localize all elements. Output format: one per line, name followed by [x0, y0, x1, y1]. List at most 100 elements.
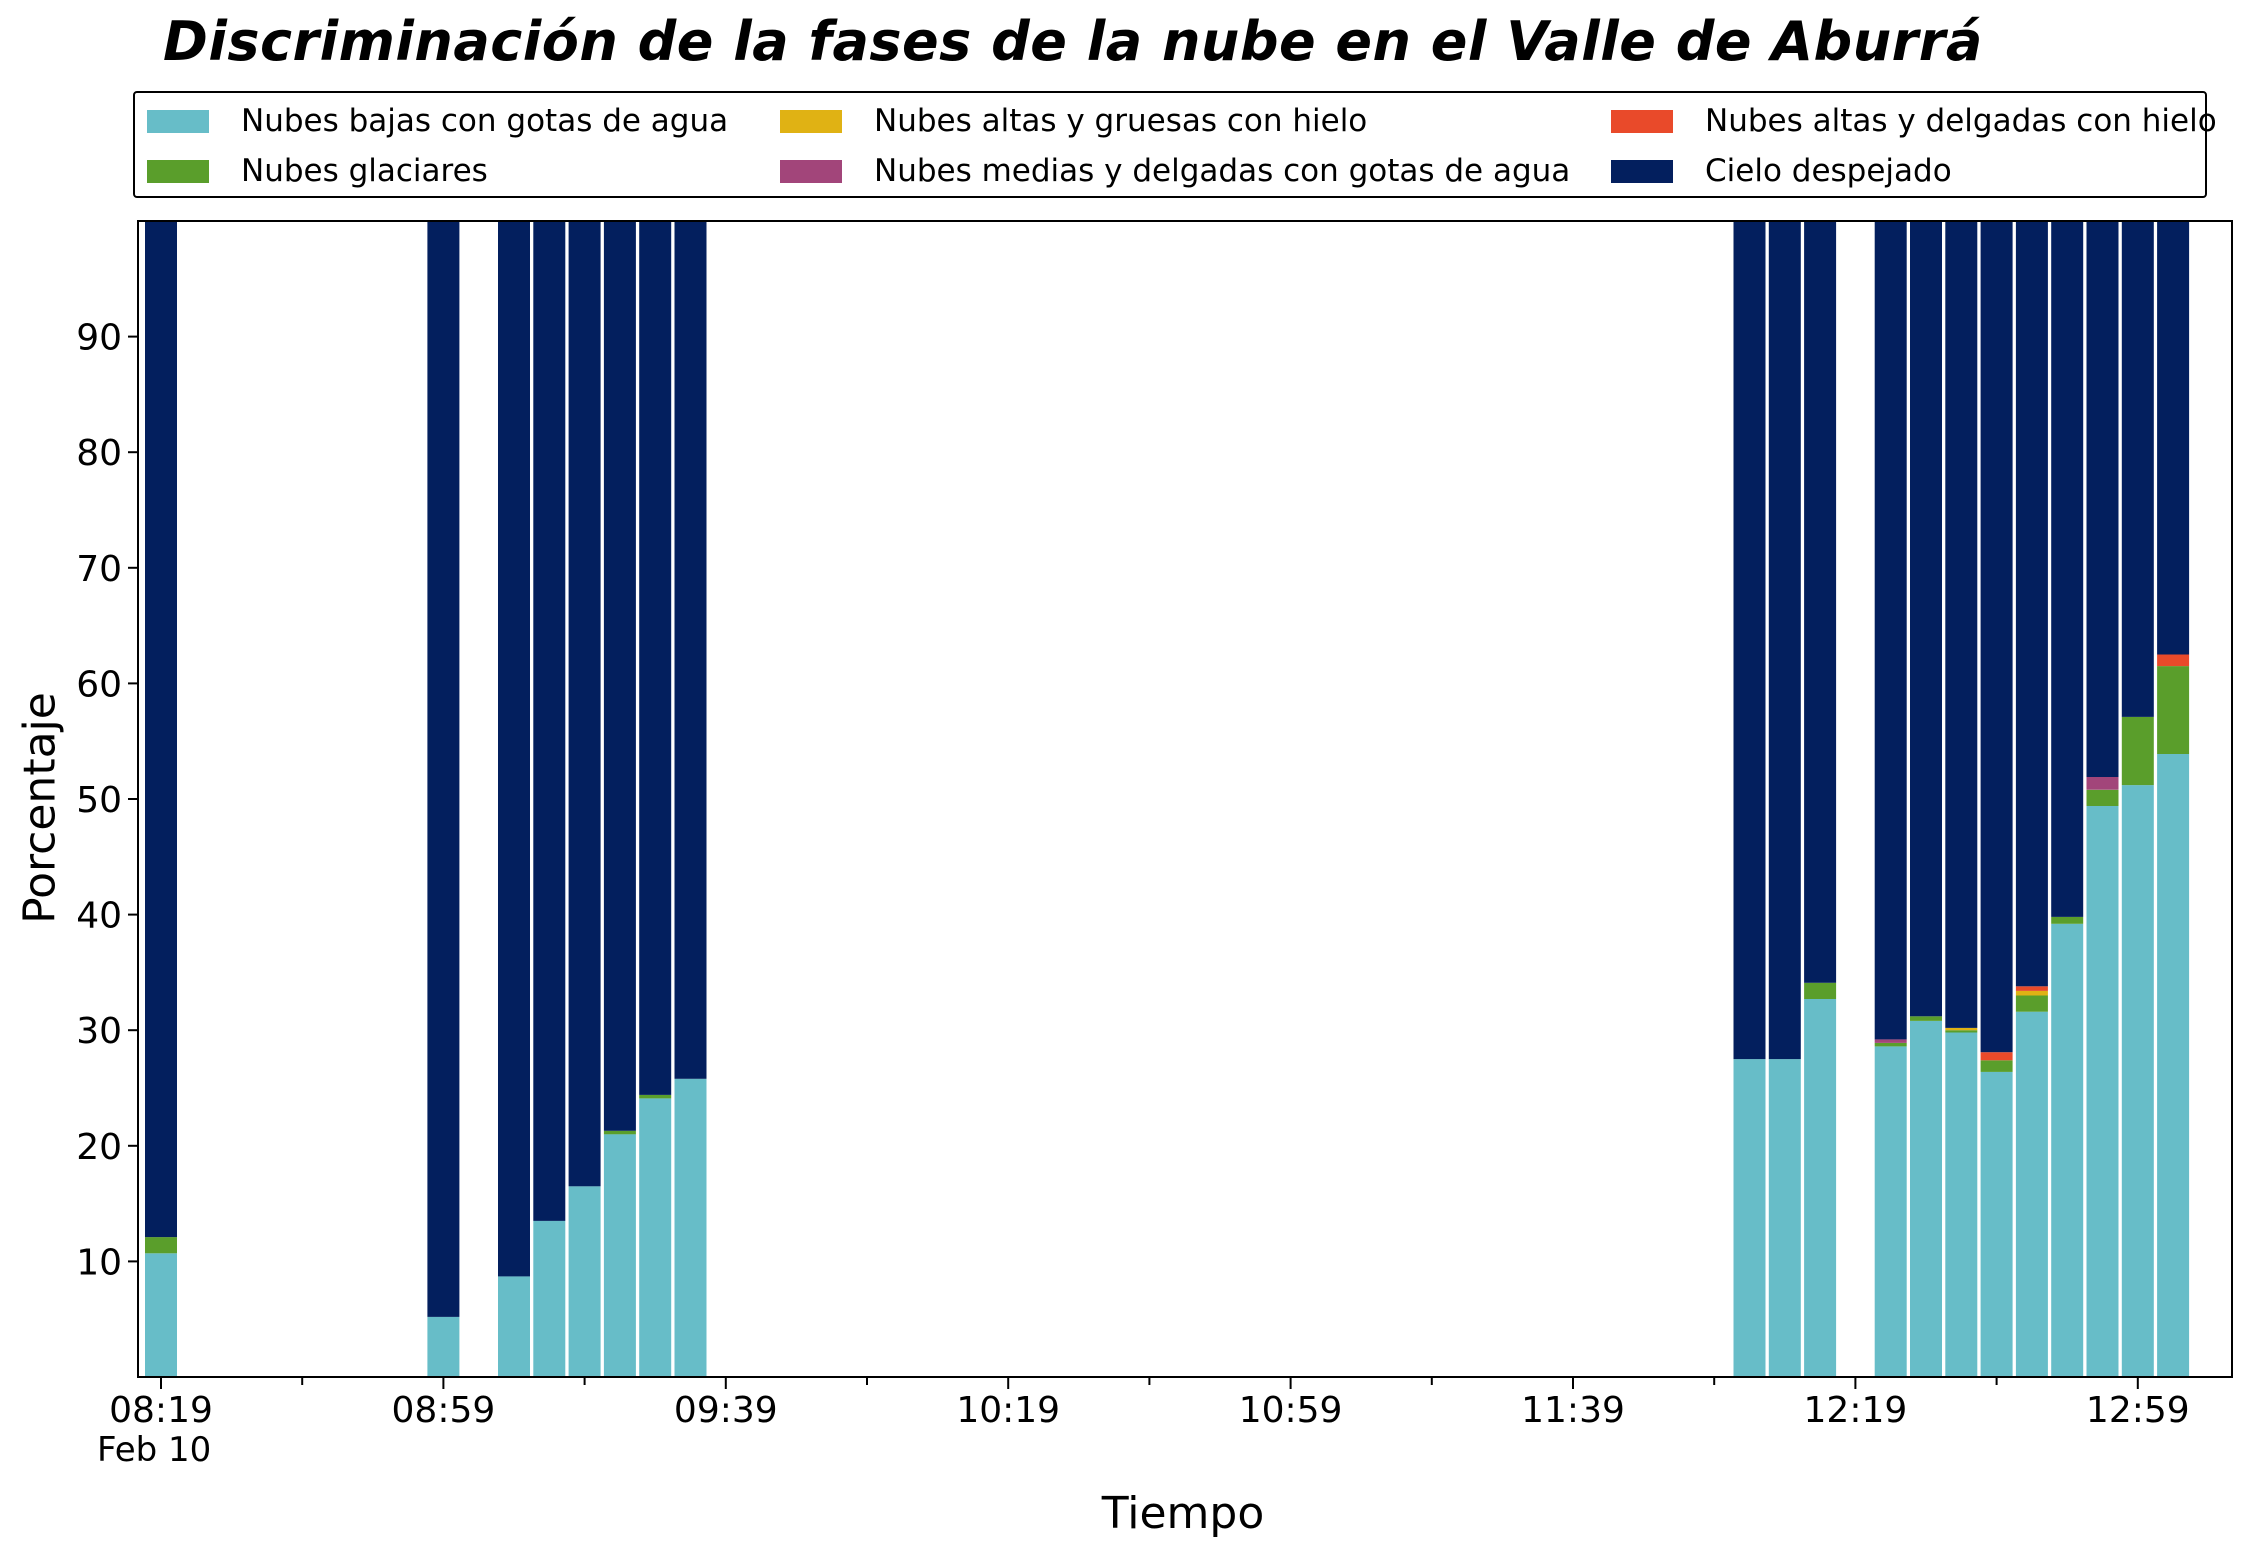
bar-segment	[427, 1316, 460, 1377]
bar-segment	[1874, 1046, 1907, 1377]
legend-item: Nubes glaciares	[147, 151, 488, 191]
x-tick-label: 08:59	[392, 1390, 496, 1431]
bar-segment	[1733, 1059, 1766, 1377]
legend-swatch	[147, 159, 209, 183]
bar-segment	[674, 221, 707, 1079]
bar-segment	[1804, 999, 1837, 1377]
y-axis-label: Porcentaje	[14, 692, 66, 924]
chart-title: Discriminación de la fases de la nube en…	[163, 10, 1983, 73]
legend-label: Nubes altas y delgadas con hielo	[1705, 103, 2217, 139]
bar-segment	[2086, 777, 2119, 790]
bar-segment	[1945, 221, 1978, 1028]
legend-item: Nubes bajas con gotas de agua	[147, 101, 728, 141]
legend-label: Nubes bajas con gotas de agua	[241, 103, 729, 139]
legend-item: Nubes medias y delgadas con gotas de agu…	[780, 151, 1570, 191]
bar-segment	[2015, 221, 2048, 987]
bar-segment	[2015, 990, 2048, 996]
legend: Nubes bajas con gotas de agua Nubes glac…	[133, 91, 2217, 198]
x-tick-label: 12:59	[2086, 1390, 2190, 1431]
legend-item: Nubes altas y gruesas con hielo	[780, 101, 1367, 141]
bar-segment	[2051, 923, 2084, 1377]
bar-segment	[2086, 221, 2119, 777]
bar-segment	[639, 221, 672, 1095]
bar-segment	[1874, 1039, 1907, 1043]
y-tick-label: 40	[76, 896, 122, 937]
y-tick-label: 90	[76, 318, 122, 359]
bar-segment	[2121, 716, 2154, 786]
bar-segment	[568, 221, 601, 1187]
legend-label: Nubes altas y gruesas con hielo	[874, 103, 1368, 139]
legend-item: Cielo despejado	[1611, 151, 1952, 191]
bar-segment	[1874, 221, 1907, 1040]
bar-segment	[1945, 1030, 1978, 1033]
bar-segment	[603, 1130, 636, 1135]
bar-segment	[1910, 1021, 1942, 1377]
legend-swatch	[780, 159, 842, 183]
legend-label: Nubes medias y delgadas con gotas de agu…	[874, 153, 1571, 189]
legend-swatch	[147, 109, 209, 133]
axes-layer: 10 20 30 40 50 60 70 80 90 08:19 08:59 09:39 10:19 10…	[76, 220, 2233, 1431]
bar-segment	[603, 1134, 636, 1377]
bar-segment	[2086, 789, 2119, 806]
bar-segment	[1980, 1071, 2013, 1377]
bar-segment	[2157, 666, 2190, 754]
bar-segment	[1874, 1042, 1907, 1047]
bar-segment	[1980, 1060, 2013, 1072]
y-tick-label: 20	[76, 1127, 122, 1168]
bar-segment	[1768, 1059, 1801, 1377]
bar-segment	[2086, 805, 2119, 1377]
bar-segment	[1910, 221, 1942, 1017]
bar-segment	[2051, 221, 2084, 917]
bar-segment	[145, 1253, 177, 1377]
y-tick-label: 50	[76, 780, 122, 821]
y-tick-label: 60	[76, 664, 122, 705]
legend-swatch	[1611, 109, 1673, 133]
y-tick-label: 80	[76, 433, 122, 474]
bar-segment	[2157, 221, 2190, 655]
legend-label: Nubes glaciares	[241, 153, 488, 189]
x-tick-label: 10:19	[956, 1390, 1060, 1431]
bar-segment	[674, 1078, 707, 1377]
bar-segment	[2015, 986, 2048, 991]
bar-segment	[533, 221, 566, 1221]
bar-segment	[2157, 654, 2190, 667]
legend-swatch	[780, 109, 842, 133]
y-tick-label: 10	[76, 1242, 122, 1283]
y-tick-label: 70	[76, 549, 122, 590]
x-tick-label: 08:19	[109, 1390, 213, 1431]
bars-layer	[145, 221, 2190, 1377]
bar-segment	[603, 221, 636, 1131]
x-tick-label: 12:19	[1804, 1390, 1908, 1431]
bar-segment	[1980, 221, 2013, 1053]
bar-segment	[2015, 995, 2048, 1012]
bar-segment	[145, 1237, 177, 1254]
bar-segment	[2051, 916, 2084, 924]
bar-segment	[1733, 221, 1766, 1060]
x-tick-label: 09:39	[674, 1390, 778, 1431]
x-tick-label: 11:39	[1521, 1390, 1625, 1431]
bar-segment	[2121, 221, 2154, 717]
x-axis-date-label: Feb 10	[97, 1430, 212, 1470]
bar-segment	[639, 1094, 672, 1099]
bar-segment	[1804, 221, 1837, 983]
x-tick-label: 10:59	[1239, 1390, 1343, 1431]
bar-segment	[639, 1098, 672, 1377]
bar-segment	[533, 1220, 566, 1377]
bar-segment	[2015, 1011, 2048, 1377]
bar-segment	[1910, 1016, 1942, 1021]
bar-segment	[1980, 1052, 2013, 1061]
x-axis-label: Tiempo	[1101, 1488, 1265, 1539]
bar-segment	[2121, 785, 2154, 1377]
bar-segment	[1804, 982, 1837, 999]
bar-segment	[1945, 1032, 1978, 1377]
legend-item: Nubes altas y delgadas con hielo	[1611, 101, 2217, 141]
legend-label: Cielo despejado	[1705, 153, 1952, 189]
y-tick-label: 30	[76, 1011, 122, 1052]
bar-segment	[1945, 1027, 1978, 1031]
bar-segment	[568, 1186, 601, 1377]
bar-segment	[145, 221, 177, 1238]
bar-segment	[498, 1276, 530, 1377]
bar-segment	[427, 221, 460, 1317]
bar-segment	[1768, 221, 1801, 1060]
